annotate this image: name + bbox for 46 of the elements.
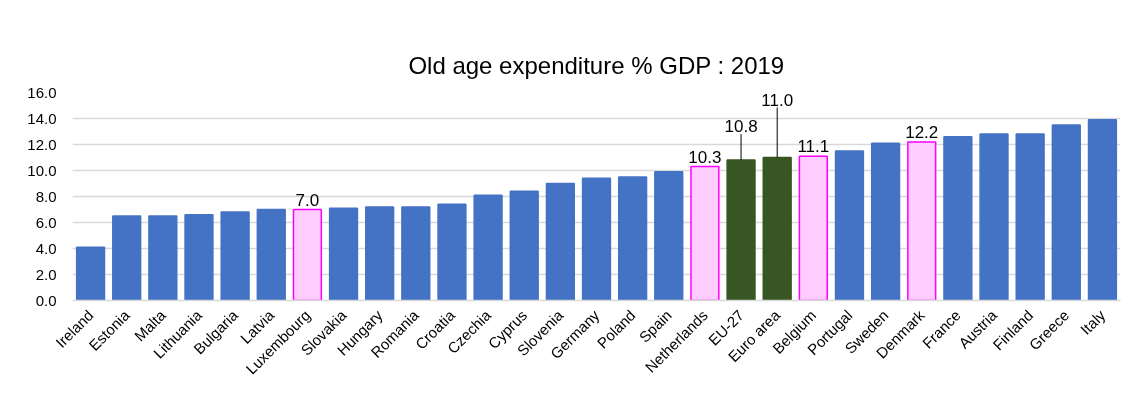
y-tick-label: 16.0 xyxy=(27,83,57,101)
data-label: 7.0 xyxy=(295,190,320,210)
bar xyxy=(401,206,431,301)
bar xyxy=(220,211,250,301)
bar xyxy=(545,182,576,301)
bar xyxy=(581,177,612,301)
y-tick-label: 8.0 xyxy=(35,187,57,205)
data-label: 11.0 xyxy=(761,90,794,110)
data-label: 12.2 xyxy=(905,122,939,142)
y-tick-label: 6.0 xyxy=(35,213,57,231)
bar xyxy=(1015,133,1045,301)
bar xyxy=(365,206,395,301)
y-tick-label: 10.0 xyxy=(27,161,57,179)
bar xyxy=(907,141,937,301)
bar xyxy=(617,176,648,301)
bar xyxy=(437,203,467,301)
bar xyxy=(256,208,286,301)
bar xyxy=(473,194,503,301)
bar xyxy=(184,213,214,301)
bar xyxy=(1051,124,1081,301)
bar xyxy=(654,171,684,301)
bar xyxy=(509,190,539,301)
bar xyxy=(292,208,323,301)
y-tick-label: 12.0 xyxy=(27,135,57,153)
chart-title: Old age expenditure % GDP : 2019 xyxy=(408,51,785,79)
bar xyxy=(726,159,756,301)
y-tick-label: 0.0 xyxy=(35,291,57,309)
x-tick-label: Italy xyxy=(1076,306,1109,338)
bar xyxy=(870,142,901,301)
bar xyxy=(943,135,973,301)
bar xyxy=(112,215,142,301)
bar xyxy=(690,165,720,301)
bar xyxy=(75,246,106,301)
y-tick-label: 4.0 xyxy=(35,239,57,257)
bar xyxy=(148,215,178,301)
bar xyxy=(979,133,1009,301)
data-label: 10.3 xyxy=(688,147,722,167)
y-tick-label: 2.0 xyxy=(35,265,57,283)
bar xyxy=(834,150,865,301)
bar xyxy=(762,156,792,301)
data-label: 11.1 xyxy=(797,137,830,157)
bar xyxy=(328,207,359,301)
y-tick-label: 14.0 xyxy=(27,109,57,127)
data-label: 10.8 xyxy=(724,117,758,137)
bar xyxy=(1087,119,1118,301)
bar xyxy=(798,155,828,301)
